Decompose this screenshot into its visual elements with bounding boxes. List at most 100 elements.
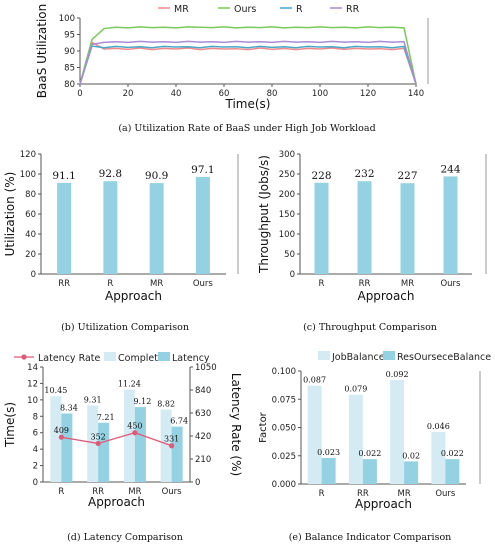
chart-d-ytick-label: 4 bbox=[33, 445, 38, 455]
chart-d-data-label-latency-rate: 450 bbox=[127, 422, 142, 431]
chart-d-y-axis-right-label: Latency Rate (%) bbox=[229, 373, 243, 476]
chart-d-bar-complete-rr bbox=[87, 405, 99, 482]
chart-e-bar-resoursebalance-rr bbox=[362, 459, 377, 484]
chart-a-legend-label: R bbox=[296, 4, 303, 15]
chart-b-ytick-label: 60 bbox=[25, 210, 36, 220]
chart-c-xtick-label: Ours bbox=[440, 279, 461, 289]
chart-c-xtick-label: R bbox=[319, 279, 325, 289]
chart-d-data-label-latency: 7.21 bbox=[97, 413, 115, 422]
chart-c-data-label: 232 bbox=[354, 168, 374, 180]
chart-b-data-label: 97.1 bbox=[191, 164, 214, 176]
chart-d-legend-swatch bbox=[104, 352, 116, 361]
chart-d-x-axis-label: Approach bbox=[88, 495, 145, 509]
chart-d-data-label-latency: 6.74 bbox=[170, 417, 188, 426]
chart-e-legend-swatch bbox=[383, 351, 395, 360]
caption-d: (d) Latency Comparison bbox=[67, 532, 183, 543]
chart-c-data-label: 227 bbox=[397, 170, 417, 182]
chart-c-ytick-label: 300 bbox=[279, 150, 295, 160]
chart-c-data-label: 228 bbox=[311, 170, 331, 182]
chart-b-ytick-label: 40 bbox=[25, 230, 36, 240]
chart-b-xtick-label: Ours bbox=[193, 279, 214, 289]
chart-e-bar-jobbalance-rr bbox=[348, 394, 363, 484]
chart-b-ytick-label: 80 bbox=[25, 190, 36, 200]
chart-a-series-line-r bbox=[79, 45, 417, 85]
chart-c-ytick-label: 150 bbox=[279, 210, 295, 220]
chart-b-xtick-label: RR bbox=[58, 279, 70, 289]
chart-e-data-label-resoursebalance: 0.023 bbox=[317, 448, 340, 457]
chart-d-point-latency-rate bbox=[58, 434, 64, 440]
chart-d-bar-latency-mr bbox=[134, 407, 146, 482]
chart-e-ytick-label: 0.050 bbox=[272, 424, 296, 434]
chart-d-bar-complete-mr bbox=[123, 389, 135, 482]
chart-d-ytick-label: 2 bbox=[33, 462, 38, 472]
chart-a-series-line-mr bbox=[79, 41, 417, 85]
chart-d-xtick-label: RR bbox=[92, 487, 104, 497]
chart-b-x-axis-label: Approach bbox=[105, 289, 162, 303]
chart-b-ytick-label: 120 bbox=[20, 150, 36, 160]
chart-d-ytick-right-label: 840 bbox=[195, 386, 211, 396]
chart-e-ytick-label: 0.075 bbox=[272, 395, 296, 405]
chart-d-legend-label: Latency bbox=[172, 353, 210, 364]
chart-d-ytick-right-label: 0 bbox=[195, 478, 200, 488]
chart-d-data-label-latency: 8.34 bbox=[60, 403, 78, 412]
chart-e-x-axis-label: Approach bbox=[355, 497, 412, 511]
chart-a-legend-label: MR bbox=[174, 4, 189, 15]
chart-d-legend-swatch-point bbox=[21, 354, 27, 360]
chart-a-ytick-label: 80 bbox=[64, 80, 75, 90]
chart-e-xtick-label: RR bbox=[357, 489, 369, 499]
chart-a-x-axis-label: Time(s) bbox=[225, 97, 271, 111]
chart-b-bar-mr bbox=[149, 183, 164, 274]
chart-b-ytick-label: 100 bbox=[20, 170, 36, 180]
chart-c-bar-mr bbox=[400, 183, 415, 274]
chart-d-legend-swatch bbox=[158, 352, 170, 361]
chart-d-xtick-label: R bbox=[58, 487, 64, 497]
chart-e-bar-resoursebalance-mr bbox=[404, 461, 419, 484]
caption-c: (c) Throughput Comparison bbox=[303, 322, 437, 333]
chart-e-bar-jobbalance-r bbox=[307, 385, 322, 484]
chart-d-bar-latency-ours bbox=[171, 426, 183, 482]
chart-c-ytick-label: 0 bbox=[290, 270, 295, 280]
chart-d-data-label-complete: 11.24 bbox=[118, 380, 141, 389]
chart-d-data-label-latency-rate: 331 bbox=[164, 435, 179, 444]
caption-a: (a) Utilization Rate of BaaS under High … bbox=[118, 123, 375, 134]
chart-e-data-label-resoursebalance: 0.022 bbox=[358, 449, 381, 458]
chart-d-data-label-complete: 8.82 bbox=[157, 400, 175, 409]
chart-e-bar-jobbalance-ours bbox=[431, 432, 446, 484]
chart-d-data-label-latency: 9.12 bbox=[133, 397, 151, 406]
chart-a-xtick-label: 100 bbox=[312, 89, 328, 99]
chart-d-bar-complete-ours bbox=[160, 409, 172, 482]
chart-d-ytick-label: 12 bbox=[27, 379, 38, 389]
chart-a-ytick-label: 95 bbox=[64, 31, 75, 41]
chart-a-xtick-label: 80 bbox=[267, 89, 278, 99]
chart-d-ytick-right-label: 630 bbox=[195, 409, 211, 419]
chart-c-y-axis-label: Throughput (Jobs/s) bbox=[257, 155, 271, 274]
chart-a-xtick-label: 60 bbox=[219, 89, 230, 99]
chart-c-bar-ours bbox=[443, 176, 458, 274]
chart-b-bar-rr bbox=[57, 182, 72, 274]
chart-a-xtick-label: 0 bbox=[77, 89, 82, 99]
chart-c-ytick-label: 100 bbox=[279, 230, 295, 240]
chart-c-ytick-label: 50 bbox=[284, 250, 295, 260]
chart-a-series-line-ours bbox=[79, 26, 417, 85]
chart-a-xtick-label: 120 bbox=[360, 89, 376, 99]
chart-b-bar-r bbox=[103, 181, 118, 274]
chart-e-legend-label: ResOurseceBalance bbox=[397, 352, 491, 363]
chart-e-xtick-label: Ours bbox=[435, 489, 456, 499]
chart-d-data-label-complete: 10.45 bbox=[44, 386, 67, 395]
chart-e-bar-resoursebalance-r bbox=[321, 458, 336, 484]
chart-e-data-label-jobbalance: 0.087 bbox=[303, 376, 326, 385]
chart-e-data-label-jobbalance: 0.079 bbox=[344, 385, 367, 394]
chart-a-xtick-label: 140 bbox=[408, 89, 424, 99]
chart-b-xtick-label: R bbox=[107, 279, 113, 289]
chart-b-y-axis-label: Utilization (%) bbox=[3, 172, 17, 257]
chart-d-data-label-latency-rate: 352 bbox=[90, 432, 105, 441]
chart-e-legend-label: JobBalance bbox=[331, 352, 385, 363]
chart-d-series-line-latency-rate bbox=[61, 432, 172, 447]
chart-d-ytick-label: 8 bbox=[33, 412, 38, 422]
chart-c-x-axis-label: Approach bbox=[357, 289, 414, 303]
chart-d-legend-label: Latency Rate bbox=[38, 353, 101, 364]
chart-d-point-latency-rate bbox=[132, 430, 138, 436]
chart-e-data-label-resoursebalance: 0.022 bbox=[441, 449, 464, 458]
chart-c-bar-r bbox=[314, 182, 329, 274]
